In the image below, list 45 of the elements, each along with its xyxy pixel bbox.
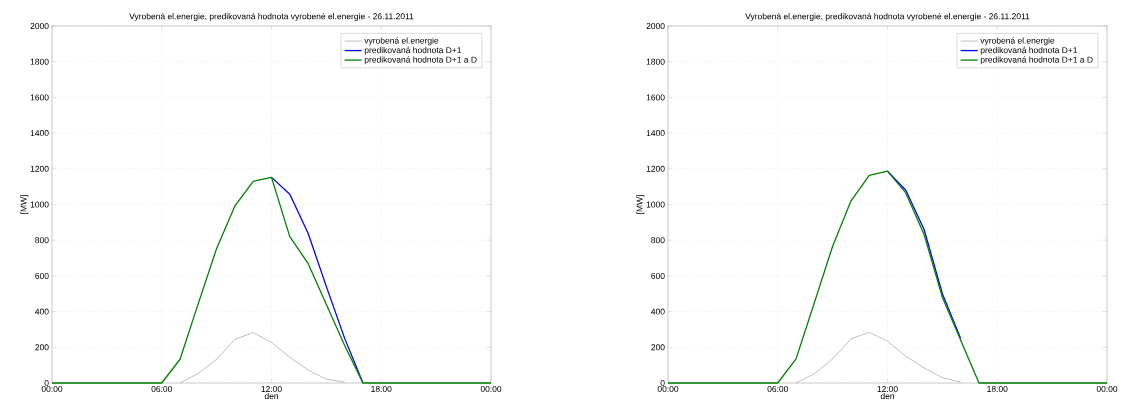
x-tick-label: 00:00 bbox=[480, 386, 502, 393]
y-tick-label: 2000 bbox=[646, 23, 665, 29]
y-tick-label: 1200 bbox=[646, 165, 665, 172]
legend-label: predikovaná hodnota D+1 a D bbox=[364, 56, 477, 65]
y-tick-label: 800 bbox=[651, 237, 665, 244]
y-tick-label: 600 bbox=[35, 272, 49, 279]
y-tick-label: 1800 bbox=[646, 58, 665, 65]
y-tick-label: 800 bbox=[35, 237, 49, 244]
y-axis-title: [MW] bbox=[20, 195, 29, 214]
x-tick-label: 12:00 bbox=[261, 386, 282, 393]
legend-label: vyrobená el.energie bbox=[364, 37, 439, 46]
y-tick-label: 400 bbox=[651, 308, 665, 315]
legend-label: vyrobená el.energie bbox=[980, 37, 1055, 46]
y-tick-label: 200 bbox=[651, 344, 665, 351]
x-tick-label: 18:00 bbox=[987, 386, 1008, 393]
x-tick-label: 00:00 bbox=[657, 386, 679, 393]
y-tick-label: 1600 bbox=[646, 94, 665, 101]
y-tick-label: 1800 bbox=[30, 58, 49, 65]
x-axis-title: den bbox=[880, 392, 895, 400]
y-tick-label: 1000 bbox=[30, 201, 49, 208]
y-tick-label: 1200 bbox=[30, 165, 49, 172]
x-tick-label: 06:00 bbox=[767, 386, 789, 393]
legend-label: predikovaná hodnota D+1 bbox=[364, 46, 462, 55]
y-tick-label: 1400 bbox=[30, 130, 49, 137]
y-tick-label: 1400 bbox=[646, 130, 665, 137]
y-tick-label: 0 bbox=[44, 380, 49, 386]
x-tick-label: 06:00 bbox=[151, 386, 173, 393]
line-series bbox=[270, 176, 364, 384]
x-tick-label: 18:00 bbox=[371, 386, 392, 393]
chart-title: Vyrobená el.energie, predikovaná hodnota vyrobené el.energie - 26.11.2011 bbox=[745, 12, 1030, 21]
x-tick-label: 12:00 bbox=[877, 386, 898, 393]
y-tick-label: 400 bbox=[35, 308, 49, 315]
y-tick-label: 2000 bbox=[30, 23, 49, 29]
y-tick-label: 0 bbox=[660, 380, 665, 386]
y-tick-label: 1000 bbox=[646, 201, 665, 208]
y-axis-title: [MW] bbox=[636, 195, 645, 214]
legend-label: predikovaná hodnota D+1 a D bbox=[980, 56, 1093, 65]
x-tick-label: 00:00 bbox=[1096, 386, 1118, 393]
chart-title: Vyrobená el.energie, predikovaná hodnota vyrobené el.energie - 26.11.2011 bbox=[129, 12, 414, 21]
y-tick-label: 600 bbox=[651, 272, 665, 279]
x-axis-title: den bbox=[264, 392, 279, 400]
legend-label: predikovaná hodnota D+1 bbox=[980, 46, 1078, 55]
y-tick-label: 200 bbox=[35, 344, 49, 351]
y-tick-label: 1600 bbox=[30, 94, 49, 101]
x-tick-label: 00:00 bbox=[41, 386, 63, 393]
